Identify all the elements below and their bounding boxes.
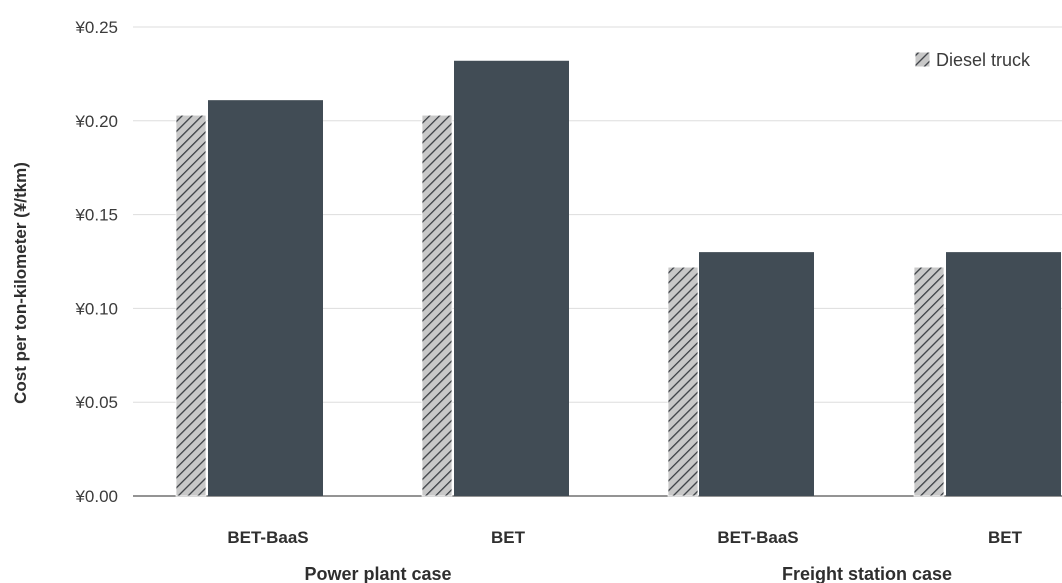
y-tick-label: ¥0.20 <box>74 112 118 131</box>
x-group-label: Power plant case <box>304 564 451 583</box>
y-axis-title: Cost per ton-kilometer (¥/tkm) <box>11 162 30 404</box>
bar-bet <box>454 60 569 496</box>
x-group-label: Freight station case <box>782 564 952 583</box>
legend: Diesel truck <box>914 50 1031 70</box>
bar-diesel-truck <box>175 114 207 497</box>
legend-label-diesel-truck: Diesel truck <box>936 50 1031 70</box>
bars <box>175 60 1061 497</box>
bar-diesel-truck <box>667 266 699 497</box>
y-tick-label: ¥0.00 <box>74 487 118 506</box>
bar-diesel-truck <box>421 114 453 497</box>
bar-diesel-truck <box>913 266 945 497</box>
x-category-label: BET <box>988 528 1023 547</box>
bar-bet <box>946 252 1061 496</box>
y-tick-label: ¥0.05 <box>74 393 118 412</box>
x-axis-labels: BET-BaaS BET BET-BaaS BET Power plant case Fr… <box>227 528 1022 583</box>
x-category-label: BET-BaaS <box>227 528 308 547</box>
y-axis-ticks: ¥0.00 ¥0.05 ¥0.10 ¥0.15 ¥0.20 ¥0.25 <box>74 18 118 506</box>
x-category-label: BET <box>491 528 526 547</box>
x-category-label: BET-BaaS <box>717 528 798 547</box>
y-tick-label: ¥0.25 <box>74 18 118 37</box>
bar-bet <box>208 100 323 496</box>
bar-bet <box>699 252 814 496</box>
y-tick-label: ¥0.15 <box>74 206 118 225</box>
legend-swatch-diesel-truck <box>914 51 931 68</box>
y-tick-label: ¥0.10 <box>74 299 118 318</box>
